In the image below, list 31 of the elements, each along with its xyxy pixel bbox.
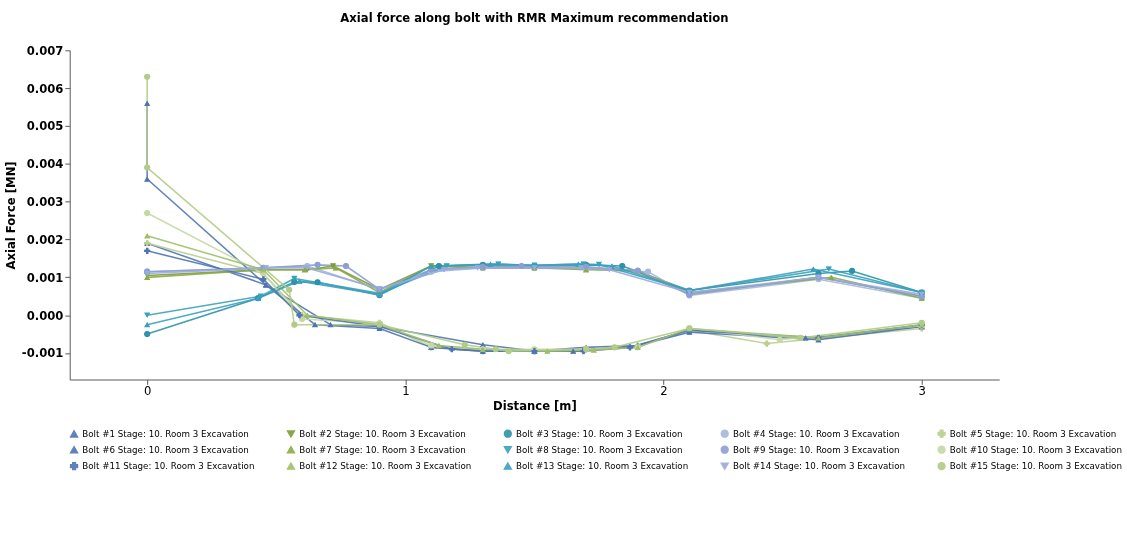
legend-label: Bolt #11 Stage: 10. Room 3 Excavation	[82, 461, 255, 472]
legend-label: Bolt #7 Stage: 10. Room 3 Excavation	[299, 444, 466, 455]
y-axis-title: Axial Force [MN]	[4, 161, 19, 270]
legend-label: Bolt #15 Stage: 10. Room 3 Excavation	[949, 461, 1122, 472]
y-tick-label: 0.004	[26, 157, 64, 172]
chart-title: Axial force along bolt with RMR Maximum recommendation	[340, 11, 729, 26]
legend-label: Bolt #8 Stage: 10. Room 3 Excavation	[516, 444, 683, 455]
x-tick-label: 2	[660, 384, 668, 399]
y-tick-label: 0.005	[26, 119, 64, 134]
legend-label: Bolt #10 Stage: 10. Room 3 Excavation	[949, 444, 1122, 455]
y-tick-label: 0.006	[26, 81, 64, 96]
legend-label: Bolt #2 Stage: 10. Room 3 Excavation	[299, 428, 466, 439]
y-tick-label: 0.001	[26, 270, 64, 285]
x-tick-label: 3	[918, 384, 926, 399]
y-tick-label: 0.007	[26, 43, 64, 58]
y-tick-label: -0.001	[21, 346, 64, 361]
legend-label: Bolt #12 Stage: 10. Room 3 Excavation	[299, 461, 472, 472]
y-tick-label: 0.003	[26, 195, 64, 210]
y-tick-label: 0.000	[26, 308, 64, 323]
legend-label: Bolt #3 Stage: 10. Room 3 Excavation	[516, 428, 683, 439]
legend-label: Bolt #6 Stage: 10. Room 3 Excavation	[82, 444, 249, 455]
x-axis-title: Distance [m]	[493, 399, 577, 414]
x-tick-label: 0	[143, 384, 152, 399]
legend-label: Bolt #14 Stage: 10. Room 3 Excavation	[732, 461, 906, 472]
legend-label: Bolt #4 Stage: 10. Room 3 Excavation	[732, 428, 900, 439]
y-tick-label: 0.002	[26, 232, 64, 247]
legend-label: Bolt #1 Stage: 10. Room 3 Excavation	[82, 428, 249, 439]
legend-label: Bolt #13 Stage: 10. Room 3 Excavation	[516, 461, 689, 472]
legend-label: Bolt #9 Stage: 10. Room 3 Excavation	[732, 444, 900, 455]
legend-label: Bolt #5 Stage: 10. Room 3 Excavation	[949, 428, 1117, 439]
x-tick-label: 1	[402, 384, 410, 399]
